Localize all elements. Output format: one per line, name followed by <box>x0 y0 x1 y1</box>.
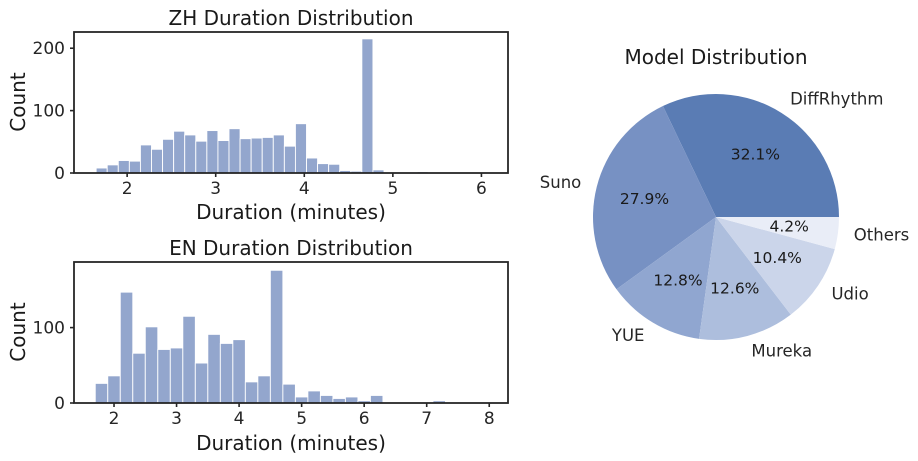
histogram-bar <box>206 130 219 174</box>
x-tick-label: 6 <box>476 179 487 199</box>
x-tick-label: 5 <box>296 409 307 429</box>
y-tick-label: 0 <box>54 394 65 414</box>
x-tick-label: 2 <box>109 409 120 429</box>
x-tick-label: 4 <box>234 409 245 429</box>
x-tick-label: 3 <box>171 409 182 429</box>
histogram-bar <box>269 269 284 404</box>
x-tick-label: 3 <box>210 179 221 199</box>
histogram-bar <box>294 396 309 404</box>
zh-x-axis-label: Duration (minutes) <box>196 200 386 224</box>
y-tick-label: 100 <box>33 319 65 339</box>
histogram-bar <box>282 383 296 404</box>
y-tick-label: 100 <box>33 102 65 122</box>
pie-pct-diffrhythm: 32.1% <box>731 146 780 164</box>
axes-spines <box>73 31 509 174</box>
pie-pct-mureka: 12.6% <box>710 279 759 297</box>
histogram-bar <box>162 138 175 174</box>
pie-label-yue: YUE <box>611 326 645 345</box>
histogram-bar <box>306 157 319 174</box>
pie-pct-yue: 12.8% <box>653 271 702 289</box>
x-tick-label: 8 <box>484 409 495 429</box>
histogram-bar <box>369 395 384 404</box>
pie-label-udio: Udio <box>831 284 868 303</box>
x-tick-label: 5 <box>387 179 398 199</box>
histogram-bar <box>169 347 184 404</box>
pie-slice-yue <box>616 217 716 339</box>
histogram-bar <box>151 148 164 174</box>
pie-slice-others <box>716 217 839 250</box>
pie-pct-suno: 27.9% <box>620 190 669 208</box>
histogram-bar <box>361 38 374 174</box>
zh-plot-area: 2 3 4 5 6 0 100 200 <box>33 31 509 199</box>
histogram-bar <box>217 140 230 174</box>
pie-label-others: Others <box>854 225 909 244</box>
histogram-bar <box>319 395 334 404</box>
x-tick-label: 4 <box>299 179 310 199</box>
histogram-bar <box>144 326 159 404</box>
en-duration-histogram: EN Duration Distribution Duration (minut… <box>6 236 509 455</box>
histogram-bar <box>244 381 259 404</box>
histogram-bar <box>272 134 285 174</box>
histogram-bar <box>250 137 263 174</box>
histogram-bar <box>328 163 341 174</box>
histogram-bar <box>132 352 146 404</box>
en-y-axis-label: Count <box>6 302 30 362</box>
histogram-bar <box>139 144 152 174</box>
histogram-bar <box>307 390 321 404</box>
histogram-bar <box>344 396 359 404</box>
axes-spines <box>73 261 509 404</box>
histogram-bar <box>294 123 307 174</box>
x-tick-label: 6 <box>359 409 370 429</box>
histogram-bar <box>94 382 109 404</box>
pie-plot-area: DiffRhythm 32.1% Suno 27.9% YUE 12.8% Mureka 12… <box>540 89 909 360</box>
zh-chart-title: ZH Duration Distribution <box>169 6 414 30</box>
pie-label-suno: Suno <box>540 173 581 192</box>
pie-label-diffrhythm: DiffRhythm <box>790 89 883 108</box>
x-tick-label: 2 <box>122 179 133 199</box>
histogram-bar <box>106 164 119 174</box>
histogram-bar <box>128 160 141 174</box>
y-tick-label: 0 <box>54 164 65 184</box>
en-chart-title: EN Duration Distribution <box>169 236 413 260</box>
histogram-bar <box>157 349 171 404</box>
histogram-bar <box>184 134 197 174</box>
en-plot-area: 2 3 4 5 6 7 8 0 100 <box>33 261 509 429</box>
y-tick-label: 200 <box>33 39 65 59</box>
pie-slice-udio <box>716 217 835 315</box>
histogram-bar <box>207 333 221 404</box>
model-distribution-pie: Model Distribution DiffRhythm 32.1% Suno 27… <box>540 45 909 360</box>
histogram-bar <box>119 291 134 404</box>
histogram-bar <box>317 163 330 174</box>
histogram-bar <box>219 342 234 404</box>
histogram-bar <box>195 140 208 174</box>
histogram-bar <box>117 160 130 174</box>
histogram-bar <box>232 339 246 404</box>
histogram-bar <box>283 145 296 174</box>
histogram-bar <box>194 362 209 404</box>
pie-label-mureka: Mureka <box>751 341 812 360</box>
pie-slice-diffrhythm <box>662 94 839 217</box>
pie-pct-others: 4.2% <box>769 218 808 236</box>
pie-pct-udio: 10.4% <box>753 249 802 267</box>
en-x-axis-label: Duration (minutes) <box>196 431 386 455</box>
pie-slice-suno <box>593 106 716 290</box>
histogram-bar <box>182 315 196 404</box>
zh-duration-histogram: ZH Duration Distribution Duration (minut… <box>6 6 509 224</box>
zh-y-axis-label: Count <box>6 72 30 132</box>
histogram-bar <box>228 128 241 174</box>
pie-slice-mureka <box>699 217 791 340</box>
x-tick-label: 7 <box>421 409 432 429</box>
histogram-bar <box>239 138 252 174</box>
histogram-bar <box>261 136 274 174</box>
histogram-bar <box>107 375 121 404</box>
pie-chart-title: Model Distribution <box>624 45 807 69</box>
histogram-bar <box>173 130 186 174</box>
histogram-bar <box>257 375 271 404</box>
